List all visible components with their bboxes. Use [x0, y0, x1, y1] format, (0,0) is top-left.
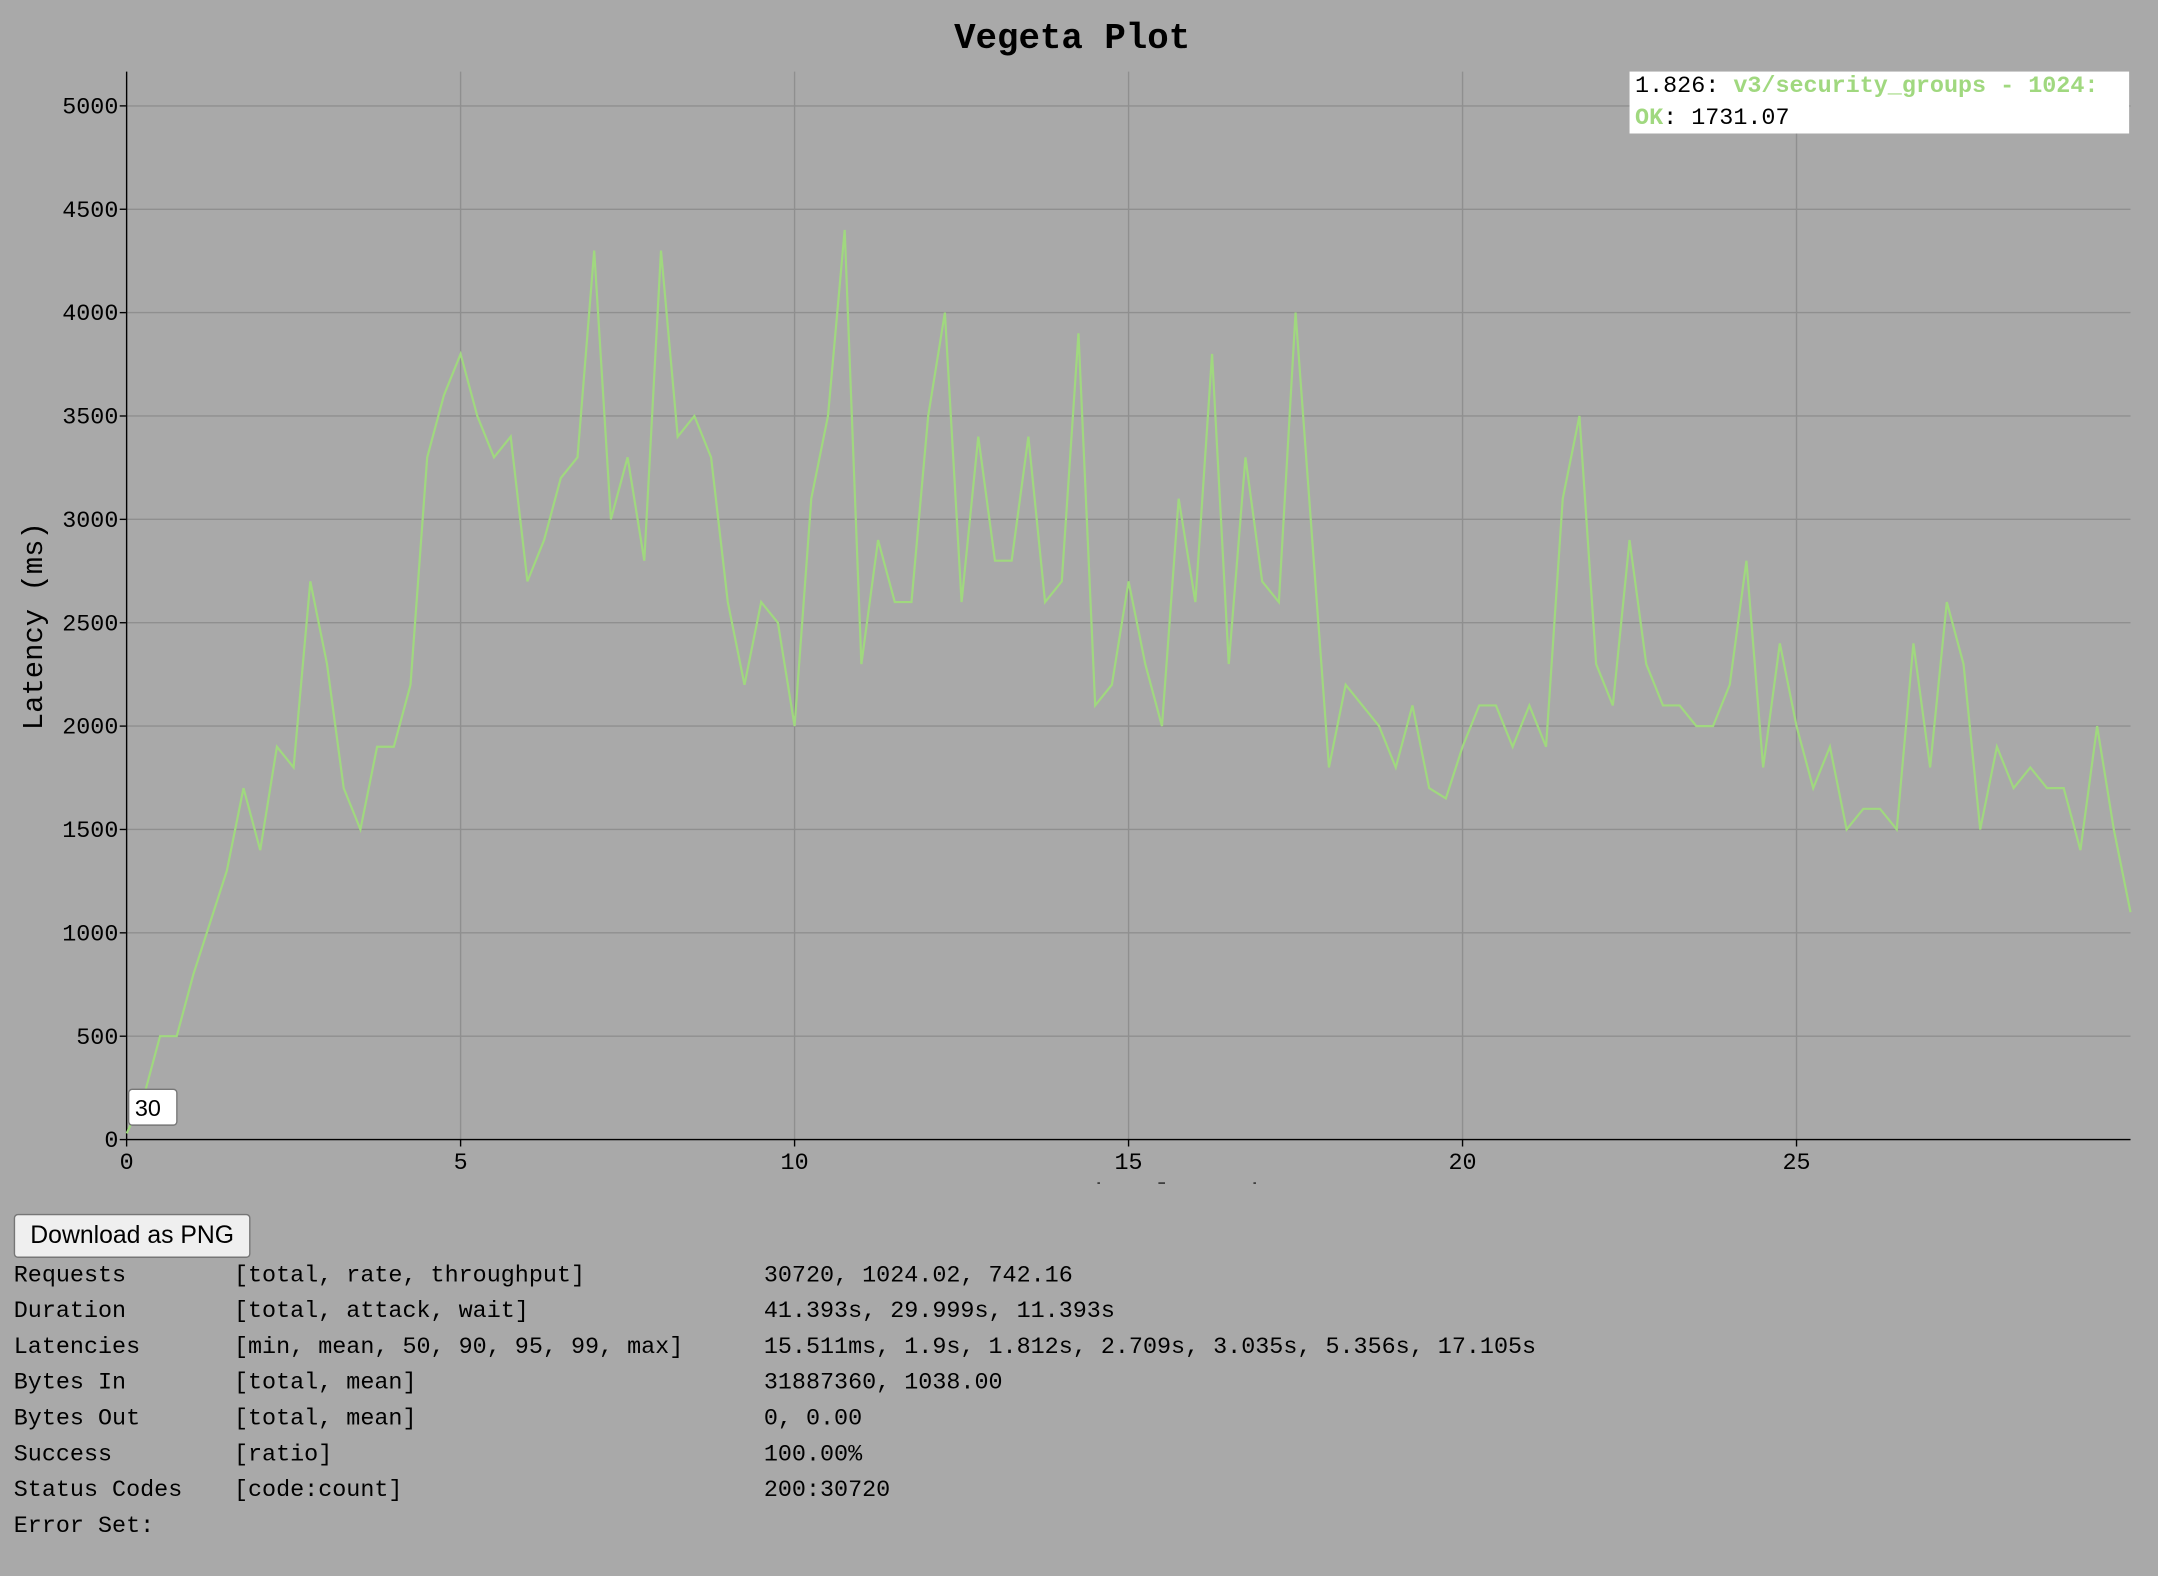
stats-cell: 30720, 1024.02, 742.16: [763, 1263, 1073, 1290]
stats-cell: 0, 0.00: [763, 1406, 863, 1433]
latency-line: [125, 229, 2132, 1134]
x-tick-label: 10: [781, 1151, 809, 1177]
stats-cell: 31887360, 1038.00: [763, 1370, 1003, 1397]
y-tick-label: 1500: [62, 819, 118, 845]
stats-cell: Duration: [13, 1299, 127, 1326]
x-tick-label: 20: [1449, 1151, 1477, 1177]
stats-cell: [total, mean]: [233, 1406, 417, 1433]
stats-cell: Error Set:: [13, 1513, 155, 1541]
stats-cell: [min, mean, 50, 90, 95, 99, max]: [233, 1335, 684, 1362]
stats-cell: [code:count]: [233, 1478, 403, 1505]
y-tick-label: 500: [76, 1026, 118, 1052]
stats-cell: Latencies: [13, 1335, 141, 1362]
y-tick-label: 1000: [62, 922, 118, 948]
x-axis-label: Seconds elapsed: [999, 1180, 1259, 1184]
stats-cell: 15.511ms, 1.9s, 1.812s, 2.709s, 3.035s, …: [763, 1335, 1537, 1362]
chart-title: Vegeta Plot: [954, 18, 1190, 59]
stats-cell: [total, attack, wait]: [233, 1299, 529, 1326]
stats-cell: [total, rate, throughput]: [233, 1263, 585, 1290]
x-tick-label: 15: [1115, 1151, 1143, 1177]
y-tick-label: 5000: [62, 95, 118, 121]
x-tick-label: 25: [1782, 1151, 1810, 1177]
chart: Vegeta Plot Seconds elapsed Latency (ms)…: [18, 18, 2132, 1213]
hover-x: 1.826: [1635, 74, 1706, 101]
y-tick-label: 2000: [62, 716, 118, 742]
stats-cell: 200:30720: [763, 1478, 891, 1505]
y-tick-label: 4500: [62, 199, 118, 225]
stats-cell: Success: [13, 1442, 113, 1469]
y-tick-label: 3500: [62, 406, 118, 432]
x-tick-label: 5: [454, 1151, 468, 1177]
hover-y: 1731.07: [1691, 105, 1790, 133]
y-tick-label: 0: [104, 1129, 118, 1155]
stats-cell: Requests: [13, 1263, 127, 1290]
y-tick-label: 2500: [62, 612, 118, 638]
stats-cell: Bytes In: [13, 1370, 127, 1397]
download-button[interactable]: Download as PNG: [13, 1213, 251, 1258]
slider-input[interactable]: 30: [127, 1088, 178, 1126]
stats-cell: 100.00%: [763, 1442, 863, 1469]
y-tick-label: 3000: [62, 509, 118, 535]
stats-cell: Bytes Out: [13, 1406, 141, 1433]
legend-series: v3/security_groups - 1024: OK: [1635, 74, 2099, 133]
stats-cell: [ratio]: [233, 1442, 333, 1469]
stats-cell: [total, mean]: [233, 1370, 417, 1397]
hover-legend: 1.826: v3/security_groups - 1024: OK: 17…: [1629, 71, 2130, 134]
stats-cell: 41.393s, 29.999s, 11.393s: [763, 1299, 1115, 1326]
y-axis-label: Latency (ms): [18, 522, 51, 730]
x-tick-label: 0: [120, 1151, 134, 1177]
stats-cell: Status Codes: [13, 1478, 183, 1505]
y-tick-label: 4000: [62, 302, 118, 328]
